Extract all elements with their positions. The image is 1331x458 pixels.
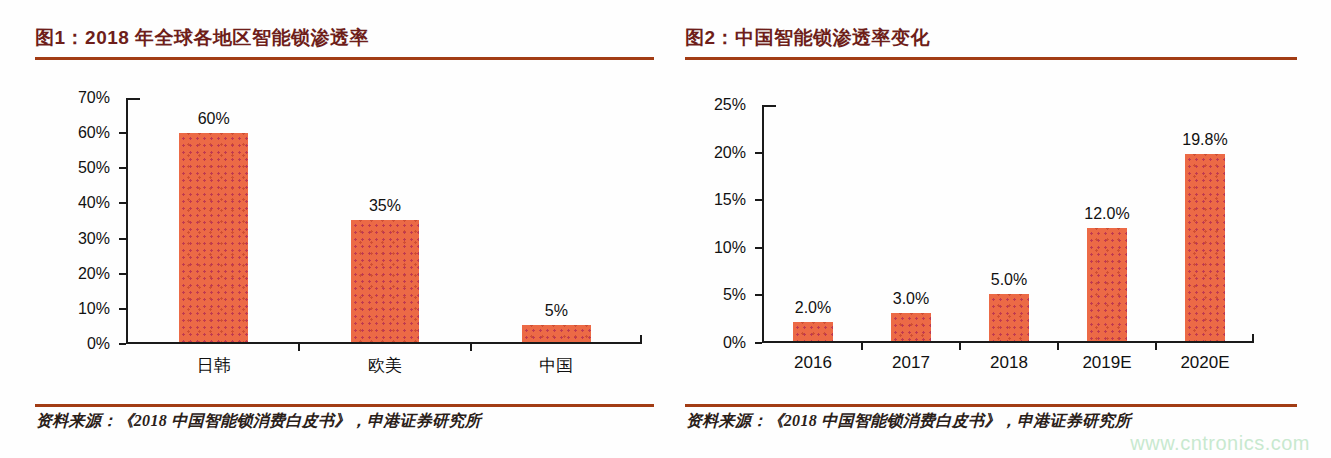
bar-cell: 19.8% [1156,105,1254,341]
x-axis-tick [959,343,961,350]
figure-2-source-rule [685,404,1297,407]
bar-cell: 35% [299,98,470,342]
y-axis-tick [119,202,126,204]
figure-1-y-axis: 0%10%20%30%40%50%60%70% [35,98,126,344]
bar [989,294,1028,341]
bar-cell: 5.0% [960,105,1058,341]
y-axis-tick-label: 20% [78,265,110,283]
figure-2-title-rule [685,57,1297,60]
y-axis-tick-label: 0% [723,334,746,352]
x-axis-label: 2017 [862,353,960,373]
bar-value-label: 35% [279,196,490,215]
y-axis-tick [119,167,126,169]
y-axis-tick-label: 15% [714,191,746,209]
figure-2-source: 资料来源：《2018 中国智能锁消费白皮书》，申港证券研究所 [686,411,1131,432]
figure-2-chart: 0%5%10%15%20%25% 2.0%3.0%5.0%12.0%19.8% [685,105,1297,343]
x-axis-label: 2018 [960,353,1058,373]
watermark-text: www.cntronics.com [1130,432,1310,455]
figure-1-source-rule [35,404,654,407]
bar-cell: 60% [128,98,299,342]
y-axis-tick [119,273,126,275]
bar [179,133,248,342]
y-axis-tick [119,343,126,345]
y-axis-tick [119,308,126,310]
figure-1-title: 图1：2018 年全球各地区智能锁渗透率 [35,26,654,50]
bar-value-label: 60% [108,109,319,128]
y-axis-tick [755,152,762,154]
report-figure-strip: 图1：2018 年全球各地区智能锁渗透率 0% 10% 20% 30% 40% 50% 60… [0,0,1331,458]
figure-1-title-rule [35,57,654,60]
figure-1-panel: 图1：2018 年全球各地区智能锁渗透率 0% 10% 20% 30% 40% 50% 60… [35,26,654,377]
y-axis-tick-label: 40% [78,194,110,212]
x-axis-tick [861,343,863,350]
y-axis-tick [755,199,762,201]
figure-2-x-labels: 2016201720182019E2020E [764,353,1254,373]
x-axis-tick [1057,343,1059,350]
figure-2-plot-area: 2.0%3.0%5.0%12.0%19.8% [762,105,1254,343]
y-axis-tick [755,247,762,249]
x-axis-label: 日韩 [128,354,299,377]
bar-cell: 3.0% [862,105,960,341]
bar [891,313,930,341]
figure-2-panel: 图2：中国智能锁渗透率变化 0% 5% 10% 15% 20% 25% 2.0%3.0%5… [685,26,1297,373]
x-axis-label: 欧美 [299,354,470,377]
x-axis-label: 中国 [471,354,642,377]
y-axis-tick [119,238,126,240]
bar [1185,154,1224,341]
figure-1-x-labels: 日韩欧美中国 [128,354,642,377]
y-axis-tick-label: 50% [78,159,110,177]
bar-value-label: 5% [451,301,662,320]
y-axis-tick-label: 60% [78,124,110,142]
bar [1087,228,1126,341]
bar [522,325,591,342]
y-axis-tick-label: 70% [78,89,110,107]
y-axis-tick-label: 5% [723,286,746,304]
x-axis-tick [298,344,300,351]
bar-cell: 5% [471,98,642,342]
y-axis-tick-label: 25% [714,96,746,114]
y-axis-tick-label: 10% [78,300,110,318]
figure-1-x-ticks [128,344,642,352]
bar [351,220,420,342]
y-axis-tick-label: 0% [87,335,110,353]
figure-2-title: 图2：中国智能锁渗透率变化 [685,26,1297,50]
x-axis-label: 2020E [1156,353,1254,373]
x-axis-label: 2016 [764,353,862,373]
x-axis-tick [470,344,472,351]
figure-1-plot-area: 60%35%5% [126,98,642,344]
figure-1-source: 资料来源：《2018 中国智能锁消费白皮书》，申港证券研究所 [36,411,481,432]
bar-value-label: 19.8% [1136,130,1274,149]
figure-1-chart: 0%10%20%30%40%50%60%70% 60%35%5% [35,98,654,344]
y-axis-tick-label: 10% [714,239,746,257]
y-axis-tick [755,294,762,296]
y-axis-tick-label: 20% [714,144,746,162]
y-axis-tick [119,132,126,134]
x-axis-label: 2019E [1058,353,1156,373]
y-axis-tick-label: 30% [78,230,110,248]
figure-2-x-ticks [764,343,1254,351]
bar [793,322,832,341]
y-axis-tick [755,342,762,344]
x-axis-tick [1155,343,1157,350]
